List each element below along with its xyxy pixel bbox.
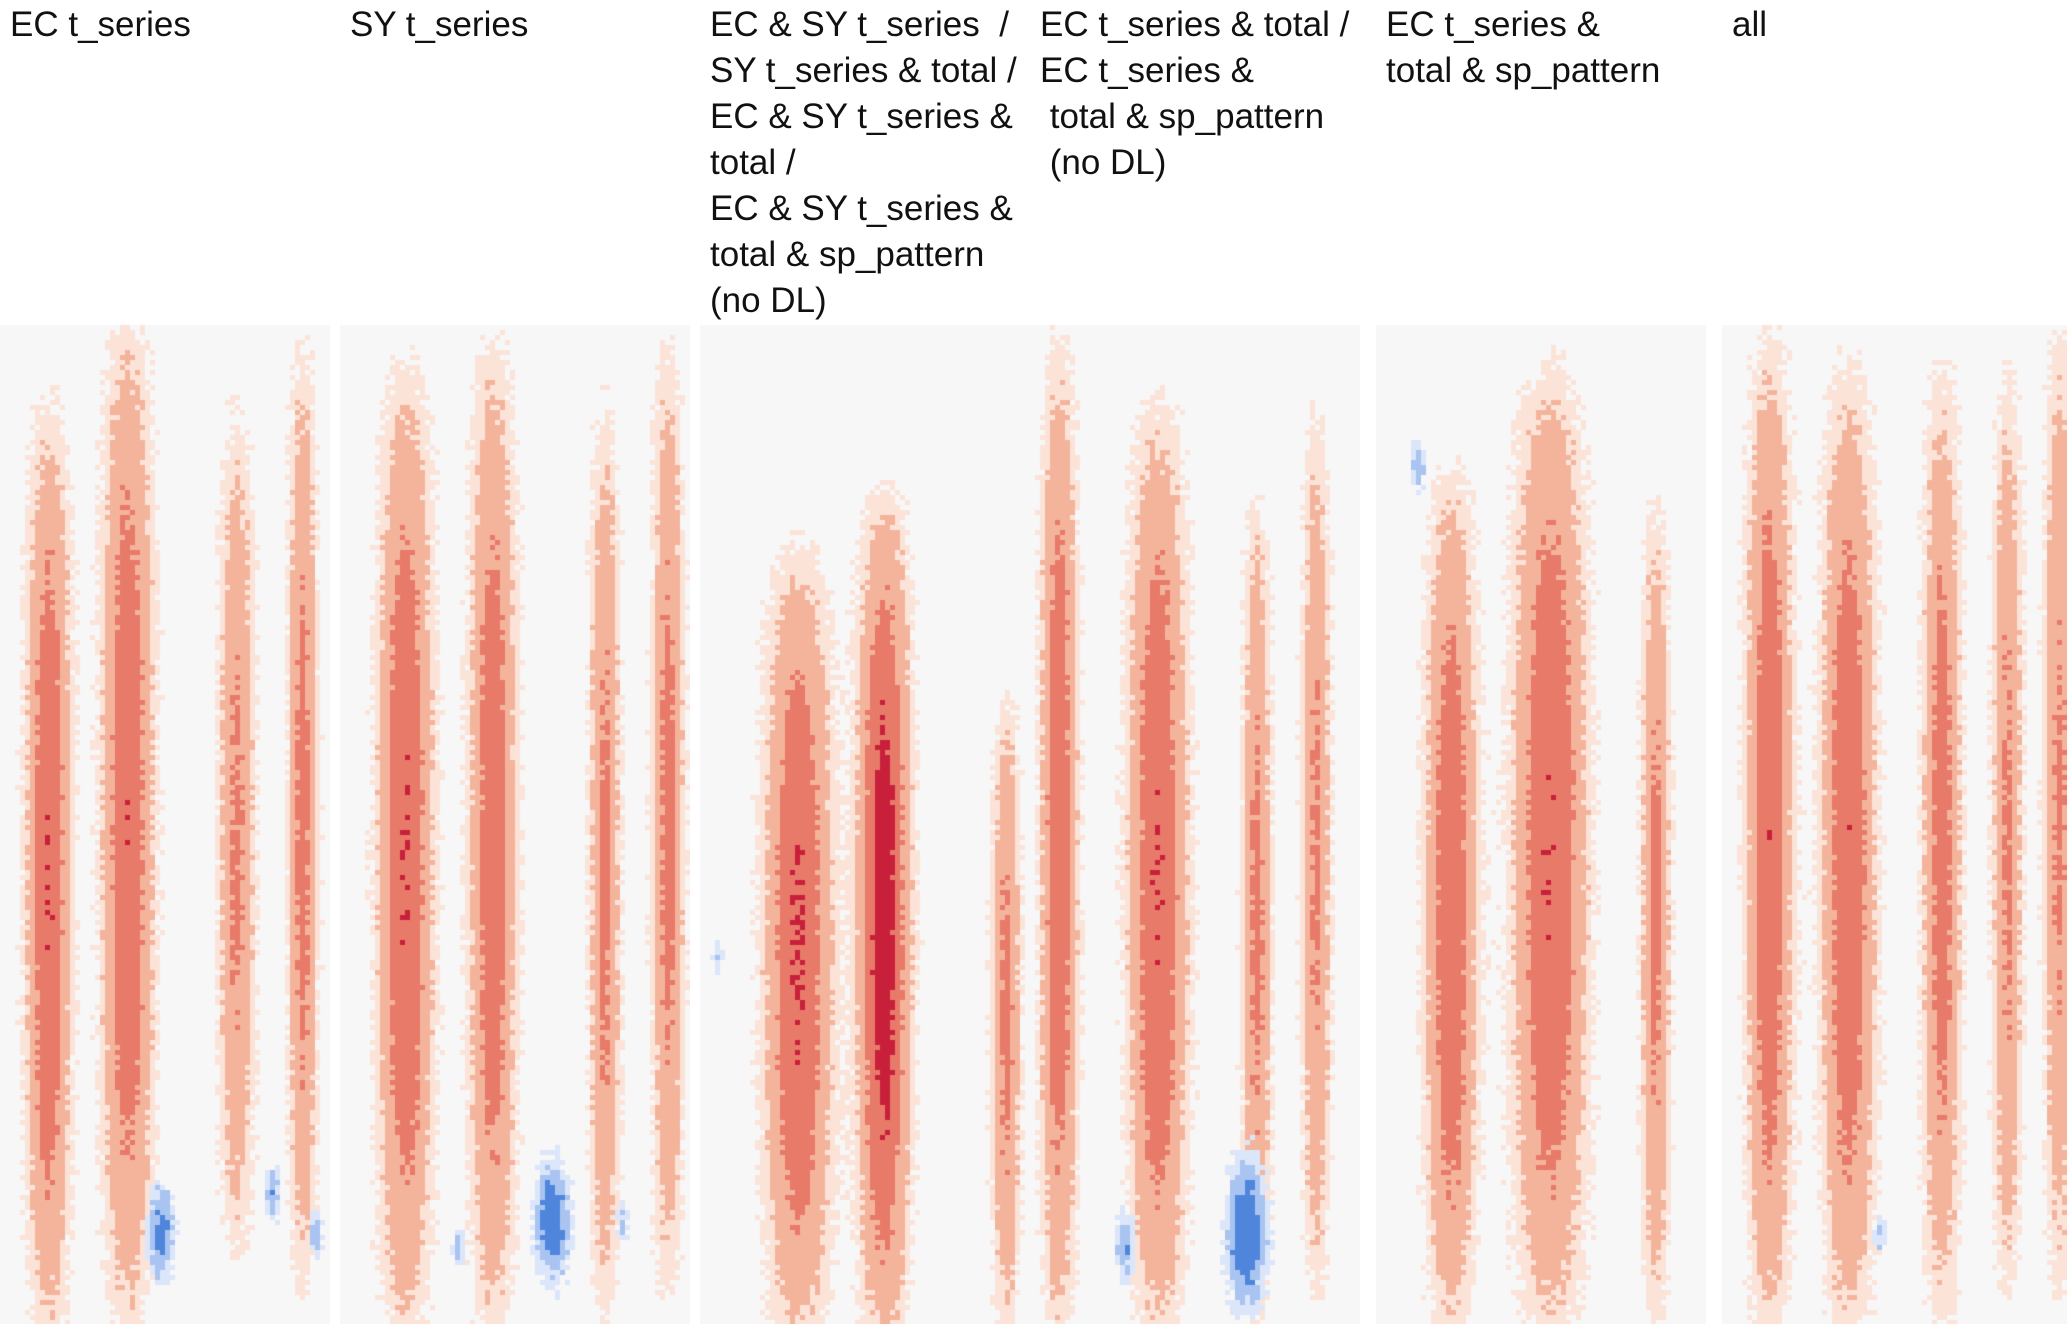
panel-ec-t-series: EC t_series	[0, 0, 330, 1324]
panel-label-ec-total-sp: EC t_series & total & sp_pattern	[1386, 5, 1661, 90]
panel-label-ec-t-series: EC t_series	[10, 5, 191, 44]
panel-divider	[330, 0, 340, 1324]
panel-ec-total-sp: EC t_series & total & sp_pattern	[1376, 0, 1706, 1324]
panel-label-ec-total: EC t_series & total / EC t_series & tota…	[1040, 5, 1350, 182]
heatmap-ec-total-sp	[1376, 0, 1706, 1324]
heatmap-ec-t-series	[0, 0, 330, 1324]
heatmap-sy-t-series	[340, 0, 690, 1324]
panel-label-ec-sy-combined: EC & SY t_series / SY t_series & total /…	[710, 5, 1017, 320]
panel-divider	[690, 0, 700, 1324]
panel-divider	[1360, 0, 1376, 1324]
heatmap-ec-sy-combined	[700, 0, 1030, 1324]
panel-ec-sy-combined: EC & SY t_series / SY t_series & total /…	[700, 0, 1030, 1324]
panel-divider	[1706, 0, 1722, 1324]
panel-ec-total: EC t_series & total / EC t_series & tota…	[1030, 0, 1360, 1324]
panel-all: all	[1722, 0, 2067, 1324]
panel-label-sy-t-series: SY t_series	[350, 5, 529, 44]
panel-label-all: all	[1732, 5, 1768, 44]
heatmap-all	[1722, 0, 2067, 1324]
heatmap-ec-total	[1030, 0, 1360, 1324]
panel-sy-t-series: SY t_series	[340, 0, 690, 1324]
